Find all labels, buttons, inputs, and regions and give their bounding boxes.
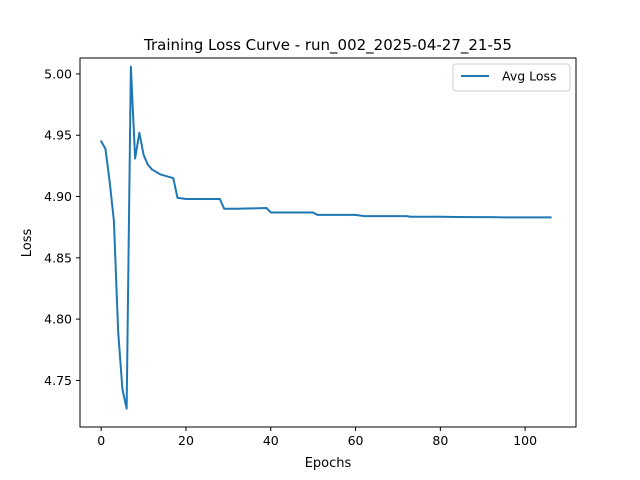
y-tick-label: 4.75 [44,373,72,388]
y-tick-label: 4.90 [44,189,72,204]
series-line-avg-loss [99,65,552,410]
x-tick-label: 80 [432,433,448,448]
x-tick-label: 20 [178,433,194,448]
x-tick-label: 60 [348,433,364,448]
plot-frame [79,57,577,428]
legend-box [452,63,571,92]
plot-area [99,65,552,410]
y-tick-label: 4.80 [44,312,72,327]
y-axis: 4.75 4.80 4.85 4.90 4.95 5.00 [44,66,80,388]
chart-title: Training Loss Curve - run_002_2025-04-27… [143,36,512,55]
y-axis-label: Loss [20,229,35,258]
y-tick-label: 4.85 [44,250,72,265]
legend-label-avg-loss: Avg Loss [502,69,557,84]
y-tick-label: 5.00 [44,66,72,81]
legend: Avg Loss [452,63,571,92]
y-tick-label: 4.95 [44,128,72,143]
x-axis: 0 20 40 60 80 100 [97,427,537,448]
x-tick-label: 40 [263,433,279,448]
x-axis-label: Epochs [305,456,352,471]
x-tick-label: 100 [513,433,537,448]
x-tick-label: 0 [97,433,105,448]
